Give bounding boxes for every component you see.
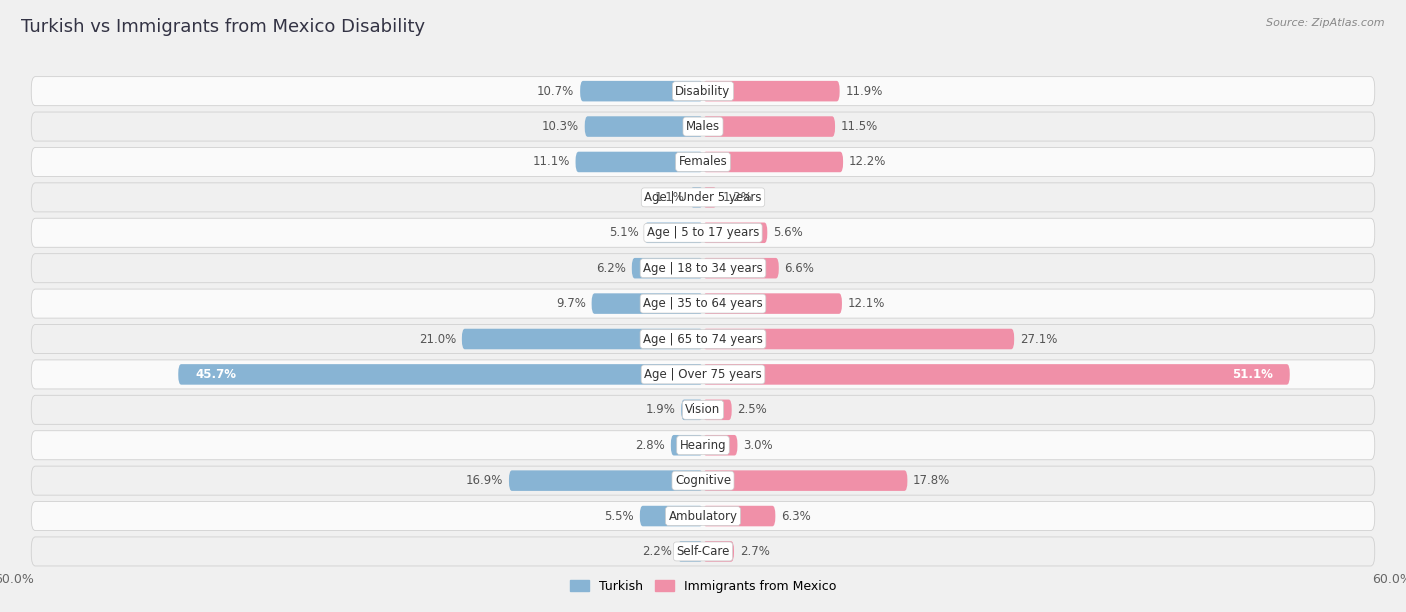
Text: 2.5%: 2.5% bbox=[738, 403, 768, 416]
FancyBboxPatch shape bbox=[31, 76, 1375, 106]
FancyBboxPatch shape bbox=[461, 329, 703, 349]
Text: 21.0%: 21.0% bbox=[419, 332, 456, 346]
Text: 27.1%: 27.1% bbox=[1019, 332, 1057, 346]
FancyBboxPatch shape bbox=[703, 116, 835, 137]
Text: Males: Males bbox=[686, 120, 720, 133]
FancyBboxPatch shape bbox=[31, 360, 1375, 389]
Text: 5.6%: 5.6% bbox=[773, 226, 803, 239]
Text: 1.2%: 1.2% bbox=[723, 191, 752, 204]
FancyBboxPatch shape bbox=[703, 506, 775, 526]
Text: 6.6%: 6.6% bbox=[785, 262, 814, 275]
FancyBboxPatch shape bbox=[703, 187, 717, 207]
Text: 10.7%: 10.7% bbox=[537, 84, 575, 98]
FancyBboxPatch shape bbox=[179, 364, 703, 385]
FancyBboxPatch shape bbox=[31, 537, 1375, 566]
Text: 1.9%: 1.9% bbox=[645, 403, 675, 416]
Text: Cognitive: Cognitive bbox=[675, 474, 731, 487]
Text: Self-Care: Self-Care bbox=[676, 545, 730, 558]
FancyBboxPatch shape bbox=[31, 289, 1375, 318]
FancyBboxPatch shape bbox=[703, 329, 1014, 349]
Text: Age | 65 to 74 years: Age | 65 to 74 years bbox=[643, 332, 763, 346]
FancyBboxPatch shape bbox=[703, 223, 768, 243]
FancyBboxPatch shape bbox=[581, 81, 703, 102]
Text: 45.7%: 45.7% bbox=[195, 368, 236, 381]
FancyBboxPatch shape bbox=[31, 431, 1375, 460]
FancyBboxPatch shape bbox=[703, 81, 839, 102]
FancyBboxPatch shape bbox=[31, 147, 1375, 176]
Text: 12.2%: 12.2% bbox=[849, 155, 886, 168]
Text: Vision: Vision bbox=[685, 403, 721, 416]
FancyBboxPatch shape bbox=[690, 187, 703, 207]
FancyBboxPatch shape bbox=[703, 435, 738, 455]
Text: 2.2%: 2.2% bbox=[643, 545, 672, 558]
Text: Females: Females bbox=[679, 155, 727, 168]
Text: Age | Under 5 years: Age | Under 5 years bbox=[644, 191, 762, 204]
Text: Disability: Disability bbox=[675, 84, 731, 98]
Text: 12.1%: 12.1% bbox=[848, 297, 884, 310]
Text: 5.1%: 5.1% bbox=[609, 226, 638, 239]
FancyBboxPatch shape bbox=[703, 364, 1289, 385]
Text: Turkish vs Immigrants from Mexico Disability: Turkish vs Immigrants from Mexico Disabi… bbox=[21, 18, 425, 36]
FancyBboxPatch shape bbox=[31, 183, 1375, 212]
Text: 1.1%: 1.1% bbox=[655, 191, 685, 204]
Text: Hearing: Hearing bbox=[679, 439, 727, 452]
FancyBboxPatch shape bbox=[703, 293, 842, 314]
FancyBboxPatch shape bbox=[671, 435, 703, 455]
Text: 11.1%: 11.1% bbox=[533, 155, 569, 168]
Text: 9.7%: 9.7% bbox=[555, 297, 586, 310]
Text: 11.9%: 11.9% bbox=[845, 84, 883, 98]
FancyBboxPatch shape bbox=[592, 293, 703, 314]
FancyBboxPatch shape bbox=[703, 400, 731, 420]
FancyBboxPatch shape bbox=[31, 324, 1375, 354]
Text: 16.9%: 16.9% bbox=[465, 474, 503, 487]
Text: 11.5%: 11.5% bbox=[841, 120, 877, 133]
Text: Age | 35 to 64 years: Age | 35 to 64 years bbox=[643, 297, 763, 310]
FancyBboxPatch shape bbox=[644, 223, 703, 243]
FancyBboxPatch shape bbox=[678, 541, 703, 562]
FancyBboxPatch shape bbox=[509, 471, 703, 491]
FancyBboxPatch shape bbox=[631, 258, 703, 278]
Text: 3.0%: 3.0% bbox=[744, 439, 773, 452]
FancyBboxPatch shape bbox=[31, 253, 1375, 283]
Text: Age | Over 75 years: Age | Over 75 years bbox=[644, 368, 762, 381]
Legend: Turkish, Immigrants from Mexico: Turkish, Immigrants from Mexico bbox=[565, 575, 841, 597]
Text: 2.7%: 2.7% bbox=[740, 545, 769, 558]
FancyBboxPatch shape bbox=[31, 112, 1375, 141]
FancyBboxPatch shape bbox=[640, 506, 703, 526]
Text: 6.3%: 6.3% bbox=[782, 510, 811, 523]
Text: Ambulatory: Ambulatory bbox=[668, 510, 738, 523]
FancyBboxPatch shape bbox=[703, 258, 779, 278]
FancyBboxPatch shape bbox=[575, 152, 703, 172]
FancyBboxPatch shape bbox=[585, 116, 703, 137]
Text: 2.8%: 2.8% bbox=[636, 439, 665, 452]
Text: 17.8%: 17.8% bbox=[912, 474, 950, 487]
Text: 51.1%: 51.1% bbox=[1232, 368, 1272, 381]
FancyBboxPatch shape bbox=[31, 501, 1375, 531]
FancyBboxPatch shape bbox=[703, 471, 907, 491]
FancyBboxPatch shape bbox=[31, 218, 1375, 247]
FancyBboxPatch shape bbox=[703, 541, 734, 562]
FancyBboxPatch shape bbox=[31, 395, 1375, 424]
Text: 6.2%: 6.2% bbox=[596, 262, 626, 275]
Text: Age | 18 to 34 years: Age | 18 to 34 years bbox=[643, 262, 763, 275]
Text: 10.3%: 10.3% bbox=[541, 120, 579, 133]
FancyBboxPatch shape bbox=[681, 400, 703, 420]
FancyBboxPatch shape bbox=[31, 466, 1375, 495]
Text: Age | 5 to 17 years: Age | 5 to 17 years bbox=[647, 226, 759, 239]
Text: 5.5%: 5.5% bbox=[605, 510, 634, 523]
Text: Source: ZipAtlas.com: Source: ZipAtlas.com bbox=[1267, 18, 1385, 28]
FancyBboxPatch shape bbox=[703, 152, 844, 172]
